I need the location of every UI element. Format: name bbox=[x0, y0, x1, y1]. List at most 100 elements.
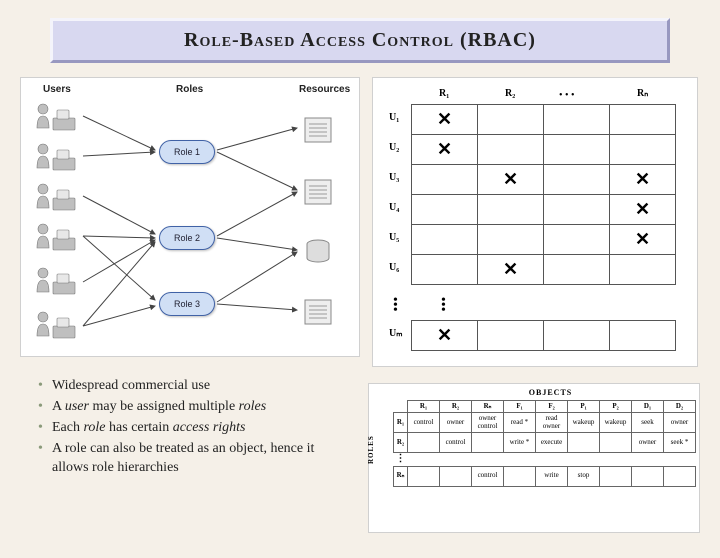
gridb-cell bbox=[412, 255, 478, 285]
pd-cell bbox=[568, 433, 600, 453]
gridb-row-vdots: ••• bbox=[393, 298, 400, 313]
bullet-list: Widespread commercial useA user may be a… bbox=[38, 377, 354, 477]
role-box-1: Role 1 bbox=[159, 140, 215, 164]
pd-cell: read owner bbox=[536, 413, 568, 433]
role-box-3: Role 3 bbox=[159, 292, 215, 316]
pd-cell: owner bbox=[664, 413, 696, 433]
gridb-cell bbox=[412, 165, 478, 195]
col-users: Users bbox=[43, 84, 71, 95]
gridb-cell: ✕ bbox=[478, 165, 544, 195]
user-role-matrix: R₁ R₂ • • • Rₙ U₁U₂U₃U₄U₅U₆ ✕✕✕✕✕✕✕ ••• … bbox=[372, 77, 698, 367]
gridb-cell: ✕ bbox=[412, 105, 478, 135]
pd-cell: execute bbox=[536, 433, 568, 453]
gridb-row-label: U₅ bbox=[389, 232, 399, 243]
pd-cell bbox=[504, 466, 536, 486]
pd-col-header: F₁ bbox=[504, 401, 536, 413]
bullet-item: A role can also be treated as an object,… bbox=[38, 440, 354, 478]
pd-cell: seek bbox=[632, 413, 664, 433]
pd-cell: seek * bbox=[664, 433, 696, 453]
gridb-cell bbox=[544, 165, 610, 195]
gridb-row-label: U₂ bbox=[389, 142, 399, 153]
pd-cell bbox=[408, 466, 440, 486]
pd-cell bbox=[664, 466, 696, 486]
slide-title: Role-Based Access Control (RBAC) bbox=[184, 29, 536, 51]
pd-cell: stop bbox=[568, 466, 600, 486]
col-roles: Roles bbox=[176, 84, 203, 95]
pd-cell bbox=[600, 466, 632, 486]
pd-col-header: F₂ bbox=[536, 401, 568, 413]
gridb-row-label: U₃ bbox=[389, 172, 399, 183]
pd-cell: owner bbox=[632, 433, 664, 453]
resource-icon bbox=[301, 236, 335, 268]
col-resources: Resources bbox=[299, 84, 350, 95]
gridb-cell: ✕ bbox=[412, 135, 478, 165]
pd-cell: owner bbox=[440, 413, 472, 433]
objects-table: R₁R₂RₙF₁F₂P₁P₂D₁D₂R₁controlownerowner co… bbox=[393, 400, 696, 487]
pd-cell bbox=[600, 433, 632, 453]
gridb-row-label: U₁ bbox=[389, 112, 399, 123]
role-label-2: Role 2 bbox=[174, 233, 200, 243]
gridb-cell bbox=[478, 225, 544, 255]
gridb-cell bbox=[412, 195, 478, 225]
gridb-cell bbox=[610, 321, 676, 351]
users-roles-diagram: Users Roles Resources Role 1 Role 2 Role… bbox=[20, 77, 360, 357]
gridb-col-ellipsis: • • • bbox=[559, 90, 575, 101]
resource-icon bbox=[301, 296, 335, 328]
gridb-cell bbox=[544, 225, 610, 255]
gridb-cell bbox=[544, 255, 610, 285]
gridb-cell bbox=[610, 105, 676, 135]
user-icon bbox=[33, 180, 79, 216]
pd-cell bbox=[472, 433, 504, 453]
user-icon bbox=[33, 100, 79, 136]
bullet-panel: Widespread commercial useA user may be a… bbox=[20, 373, 360, 483]
resource-icon bbox=[301, 114, 335, 146]
gridb-cell bbox=[544, 195, 610, 225]
pd-cell: control bbox=[472, 466, 504, 486]
gridb-cell bbox=[610, 135, 676, 165]
pd-cell: wakeup bbox=[568, 413, 600, 433]
pd-col-header: P₂ bbox=[600, 401, 632, 413]
gridb-col-r2: R₂ bbox=[505, 88, 515, 99]
pd-row-header: R₂ bbox=[394, 433, 408, 453]
gridb-cell: ✕ bbox=[412, 321, 478, 351]
gridb-cell: ✕ bbox=[610, 195, 676, 225]
gridb-cell bbox=[478, 321, 544, 351]
pd-cell: control bbox=[408, 413, 440, 433]
role-label-1: Role 1 bbox=[174, 147, 200, 157]
pd-cell: write bbox=[536, 466, 568, 486]
gridb-cell bbox=[544, 135, 610, 165]
pd-cell: write * bbox=[504, 433, 536, 453]
pd-col-header: P₁ bbox=[568, 401, 600, 413]
pd-cell bbox=[408, 433, 440, 453]
pd-cell bbox=[440, 466, 472, 486]
gridb-row-label: U₄ bbox=[389, 202, 399, 213]
user-icon bbox=[33, 140, 79, 176]
gridb-cell bbox=[478, 105, 544, 135]
pd-row-header: R₁ bbox=[394, 413, 408, 433]
title-bar: Role-Based Access Control (RBAC) bbox=[50, 18, 670, 63]
objects-label: OBJECTS bbox=[529, 388, 572, 397]
pd-cell: owner control bbox=[472, 413, 504, 433]
gridb-cell bbox=[412, 225, 478, 255]
gridb-row-label: U₆ bbox=[389, 262, 399, 273]
roles-label: ROLES bbox=[367, 435, 375, 464]
pd-cell: control bbox=[440, 433, 472, 453]
pd-row-header: Rₙ bbox=[394, 466, 408, 486]
gridb-cell bbox=[478, 195, 544, 225]
resource-icon bbox=[301, 176, 335, 208]
role-label-3: Role 3 bbox=[174, 299, 200, 309]
gridb-row-um: Uₘ bbox=[389, 328, 402, 339]
pd-col-header: D₂ bbox=[664, 401, 696, 413]
user-icon bbox=[33, 308, 79, 344]
gridb-cell: ✕ bbox=[610, 165, 676, 195]
pd-col-header: R₁ bbox=[408, 401, 440, 413]
role-box-2: Role 2 bbox=[159, 226, 215, 250]
pd-col-header: Rₙ bbox=[472, 401, 504, 413]
user-icon bbox=[33, 264, 79, 300]
gridb-cell bbox=[610, 255, 676, 285]
gridb-col-r1: R₁ bbox=[439, 88, 449, 99]
gridb-cell-vdots: ••• bbox=[441, 298, 448, 313]
gridb-col-rn: Rₙ bbox=[637, 88, 648, 99]
gridb-cell bbox=[478, 135, 544, 165]
access-rights-matrix: OBJECTS ROLES R₁R₂RₙF₁F₂P₁P₂D₁D₂R₁contro… bbox=[368, 383, 700, 533]
